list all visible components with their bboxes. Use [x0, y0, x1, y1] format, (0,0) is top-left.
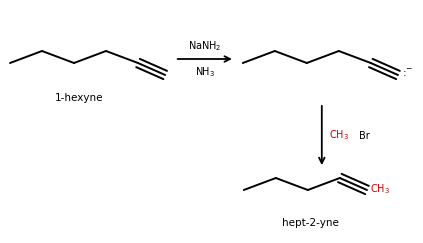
- Text: Br: Br: [359, 130, 370, 140]
- Text: hept-2-yne: hept-2-yne: [282, 218, 339, 228]
- Text: 1-hexyne: 1-hexyne: [55, 93, 103, 103]
- Text: NH$_3$: NH$_3$: [195, 65, 215, 79]
- Text: CH$_3$: CH$_3$: [370, 182, 390, 196]
- Text: NaNH$_2$: NaNH$_2$: [188, 39, 221, 53]
- Text: CH$_3$: CH$_3$: [329, 129, 349, 142]
- Text: :$^{-}$: :$^{-}$: [402, 67, 413, 78]
